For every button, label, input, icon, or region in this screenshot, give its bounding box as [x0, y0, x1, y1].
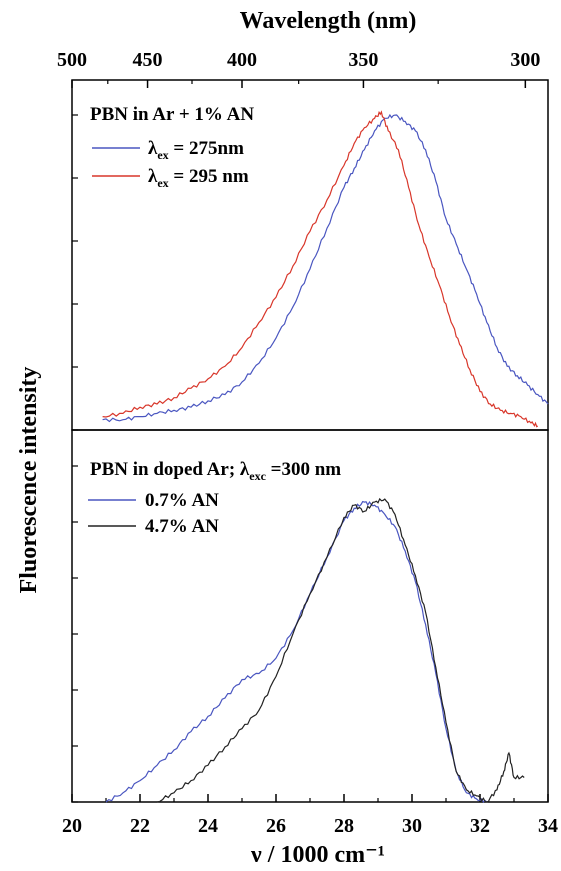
secondary-x-axis-title: Wavelength (nm) [240, 8, 417, 34]
x-tick-label: 28 [334, 815, 354, 837]
axis-ticks [71, 80, 549, 803]
legend-label-0.7: 0.7% AN [145, 490, 219, 511]
tick-labels: 20 22 24 26 28 30 32 34 500 450 400 350 300 [57, 49, 558, 837]
legend-label-4.7: 4.7% AN [145, 516, 219, 537]
series-line [102, 110, 539, 428]
top-plot-frame [71, 79, 549, 431]
series-line [105, 500, 488, 803]
x-tick-label: 22 [130, 815, 150, 837]
x-tick-label: 24 [198, 815, 218, 837]
legend-label-295: λex = 295 nm [148, 166, 249, 190]
top-legend: PBN in Ar + 1% AN λex = 275nm λex = 295 … [90, 104, 254, 190]
top-panel-title: PBN in Ar + 1% AN [90, 104, 254, 125]
y-axis-title: Fluorescence intensity [16, 367, 42, 594]
top-tick-label: 350 [348, 49, 378, 71]
bottom-legend: PBN in doped Ar; λexc =300 nm 0.7% AN 4.… [88, 459, 341, 537]
top-panel-series [102, 110, 549, 428]
top-tick-label: 500 [57, 49, 87, 71]
x-tick-label: 32 [470, 815, 490, 837]
x-tick-label: 30 [402, 815, 422, 837]
bottom-plot-frame [71, 429, 549, 803]
legend-label-275: λex = 275nm [148, 138, 244, 162]
top-tick-label: 450 [133, 49, 163, 71]
top-tick-label: 300 [510, 49, 540, 71]
bottom-panel-series [105, 497, 525, 803]
x-tick-label: 34 [538, 815, 558, 837]
x-tick-label: 20 [62, 815, 82, 837]
x-axis-title: ν / 1000 cm⁻¹ [250, 842, 385, 868]
x-tick-label: 26 [266, 815, 286, 837]
top-tick-label: 400 [227, 49, 257, 71]
series-line [156, 497, 525, 803]
bottom-panel-title: PBN in doped Ar; λexc =300 nm [90, 459, 341, 483]
series-line [102, 113, 549, 423]
